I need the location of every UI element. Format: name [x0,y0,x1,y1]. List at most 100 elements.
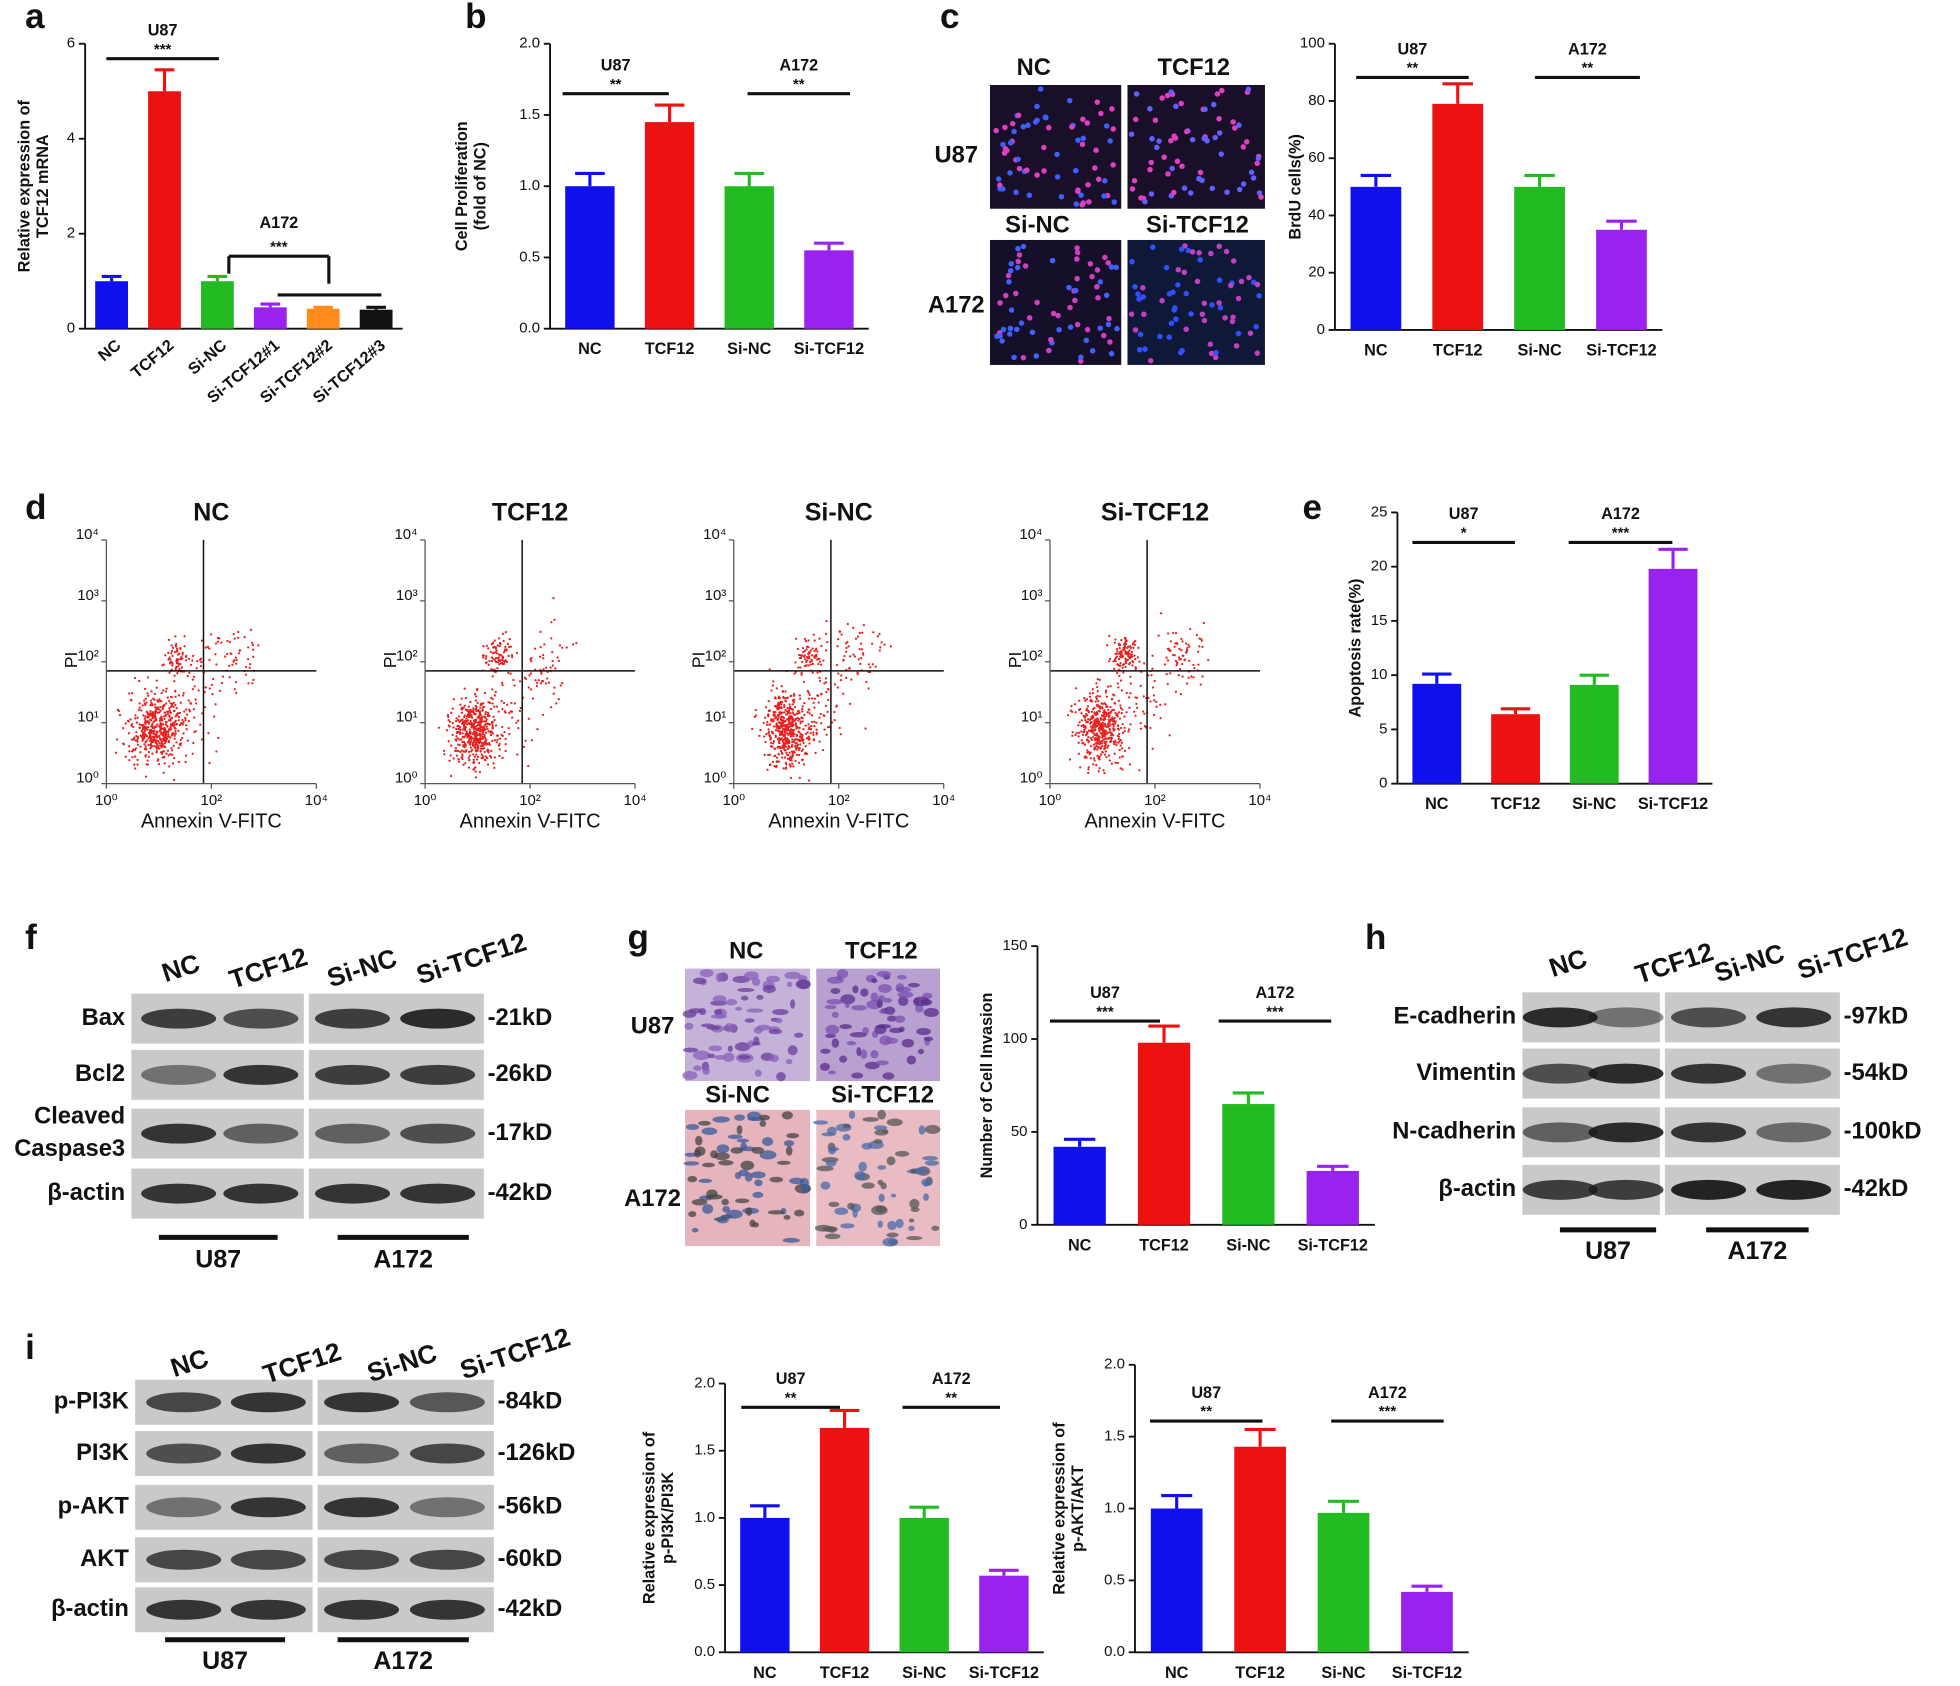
event-dot [857,636,859,638]
cell [1085,182,1090,187]
event-dot [1125,643,1127,645]
event-dot [1109,658,1111,660]
event-dot [184,719,186,721]
event-dot [465,750,467,752]
scatter-plot [751,620,892,782]
size-label: -97kD [1844,1004,1909,1030]
event-dot [468,759,470,761]
cell [1015,246,1020,251]
event-dot [1125,659,1127,661]
blot-band [1756,1064,1831,1084]
event-dot [826,620,828,622]
event-dot [152,739,154,741]
event-dot [188,708,190,710]
event-dot [859,632,861,634]
event-dot [1075,687,1077,689]
x-tick-label: TCF12 [128,336,178,382]
event-dot [158,725,160,727]
event-dot [1193,667,1195,669]
cell [788,1045,798,1055]
significance-label: *** [270,238,288,255]
event-dot [1201,640,1203,642]
event-dot [820,645,822,647]
cell [1013,291,1018,296]
event-dot [220,641,222,643]
cell [1202,107,1207,112]
event-dot [451,734,453,736]
y-tick-label: 6 [67,35,75,52]
event-dot [181,666,183,668]
event-dot [474,756,476,758]
event-dot [171,650,173,652]
event-dot [1151,655,1153,657]
event-dot [783,697,785,699]
cell [887,1118,903,1126]
event-dot [534,679,536,681]
event-dot [173,745,175,747]
cell [1241,181,1246,186]
event-dot [785,740,787,742]
size-label: -56kD [498,1494,563,1520]
cell [726,999,737,1005]
cell [1251,175,1256,180]
event-dot [201,640,203,642]
blot-band [146,1550,221,1570]
event-dot [453,757,455,759]
event-dot [161,664,163,666]
event-dot [1105,737,1107,739]
event-dot [815,655,817,657]
event-dot [169,716,171,718]
cell [1202,318,1207,323]
event-dot [795,742,797,744]
event-dot [149,744,151,746]
event-dot [490,732,492,734]
event-dot [1118,733,1120,735]
cell [825,1005,837,1009]
event-dot [804,753,806,755]
event-dot [1182,675,1184,677]
y-tick-label: 0.5 [519,248,540,265]
y-tick-label: 10⁰ [76,770,99,787]
event-dot [788,726,790,728]
y-tick-label: 10¹ [77,709,99,726]
event-dot [796,738,798,740]
event-dot [798,718,800,720]
event-dot [1125,662,1127,664]
event-dot [170,652,172,654]
event-dot [127,720,129,722]
event-dot [209,687,211,689]
cell [1209,351,1214,356]
event-dot [1128,747,1130,749]
event-dot [143,732,145,734]
event-dot [1123,716,1125,718]
event-dot [1126,692,1128,694]
event-dot [798,654,800,656]
event-dot [473,767,475,769]
event-dot [774,748,776,750]
event-dot [779,734,781,736]
event-dot [482,715,484,717]
event-dot [879,646,881,648]
event-dot [487,730,489,732]
cell [776,1018,783,1024]
event-dot [1090,725,1092,727]
cell [1217,130,1222,135]
event-dot [792,755,794,757]
event-dot [185,724,187,726]
x-tick-label: 10² [828,792,850,809]
event-dot [1101,702,1103,704]
event-dot [461,712,463,714]
blot-band [324,1497,399,1517]
event-dot [142,739,144,741]
blot-band [231,1444,306,1464]
significance-label: ** [610,76,622,93]
y-axis-label: Cell Proliferation [453,121,471,251]
event-dot [1092,717,1094,719]
event-dot [776,756,778,758]
event-dot [1153,699,1155,701]
cell [925,1160,939,1165]
event-dot [776,687,778,689]
cell [1222,315,1227,320]
event-dot [799,666,801,668]
event-dot [493,652,495,654]
